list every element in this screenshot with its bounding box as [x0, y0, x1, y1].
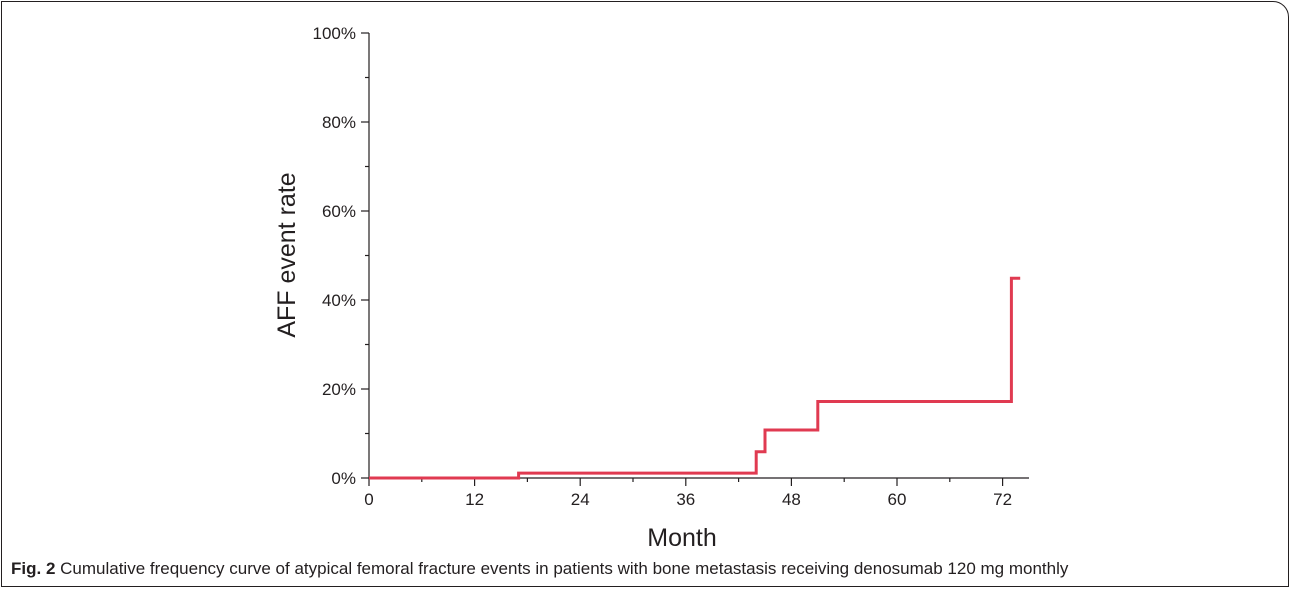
- y-tick-label: 0%: [331, 469, 356, 488]
- x-axis-title: Month: [647, 524, 716, 552]
- caption-text: Cumulative frequency curve of atypical f…: [55, 559, 1069, 578]
- y-axis-title: AFF event rate: [273, 172, 301, 337]
- axes: 0% 20% 40% 60% 80% 100% 0 12 24 36 48 60 72: [313, 24, 1029, 509]
- y-tick-label: 20%: [322, 380, 356, 399]
- caption-label: Fig. 2: [11, 559, 56, 578]
- chart: 0% 20% 40% 60% 80% 100% 0 12 24 36 48 60 72 Month AF…: [273, 24, 1029, 552]
- y-tick-label: 100%: [313, 24, 356, 43]
- x-tick-label: 12: [465, 490, 484, 509]
- x-tick-label: 72: [993, 490, 1012, 509]
- series-line: [369, 276, 1021, 480]
- y-tick-label: 60%: [322, 202, 356, 221]
- x-tick-label: 36: [676, 490, 695, 509]
- x-tick-label: 60: [888, 490, 907, 509]
- y-tick-label: 80%: [322, 113, 356, 132]
- y-tick-label: 40%: [322, 291, 356, 310]
- figure-caption: Fig. 2 Cumulative frequency curve of aty…: [11, 559, 1068, 579]
- data-marks: [369, 276, 1021, 480]
- x-tick-label: 0: [364, 490, 373, 509]
- x-tick-label: 48: [782, 490, 801, 509]
- x-tick-label: 24: [571, 490, 590, 509]
